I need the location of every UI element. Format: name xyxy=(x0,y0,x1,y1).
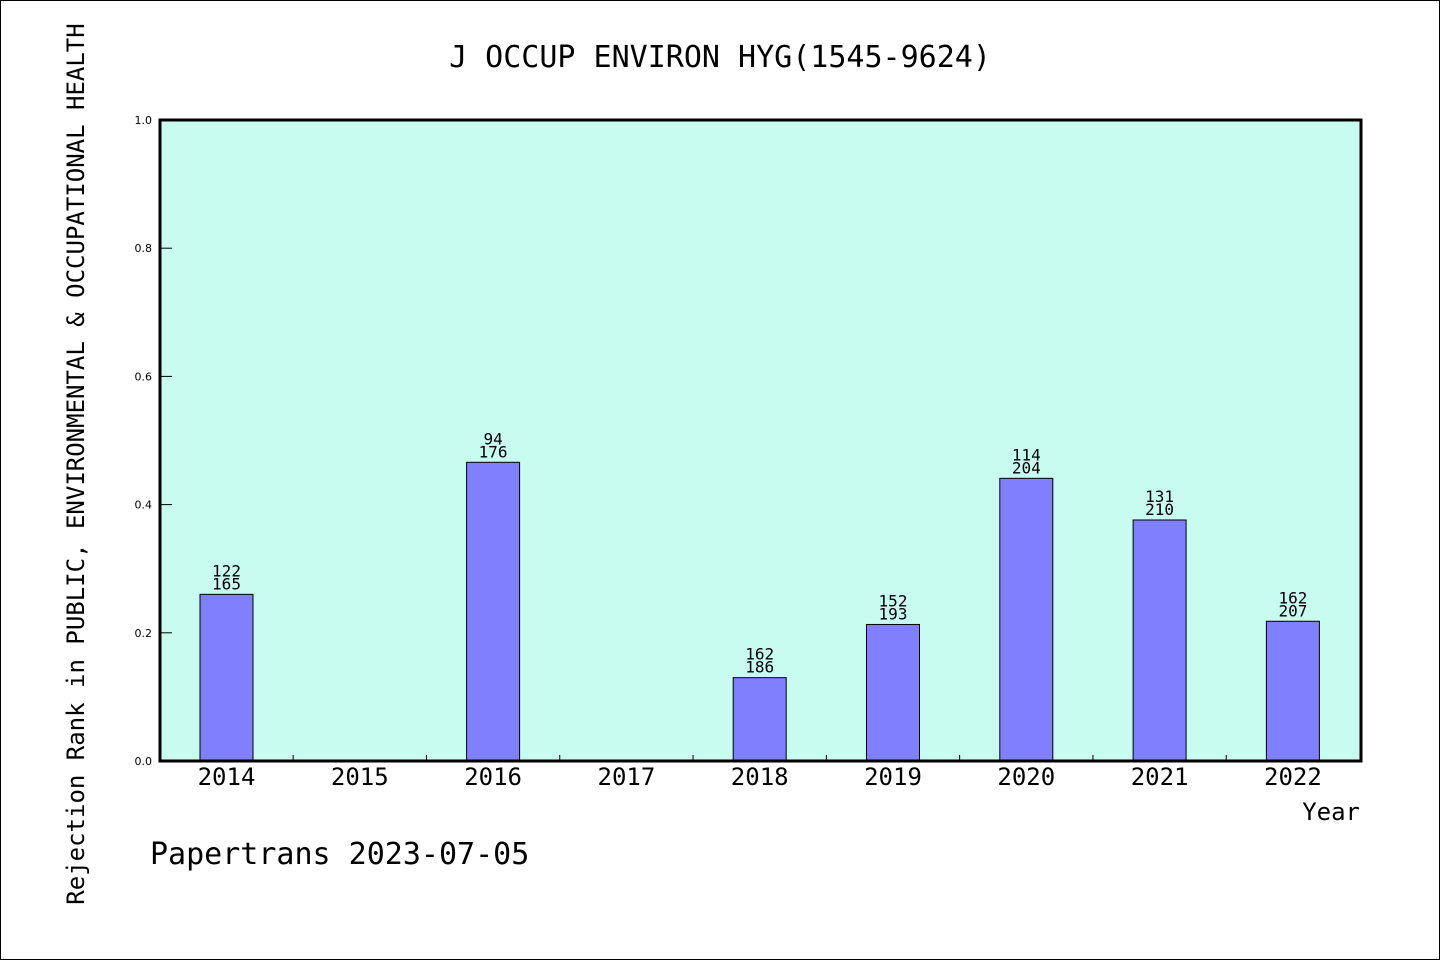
y-tick-label: 0.4 xyxy=(135,499,153,512)
x-tick-label: 2016 xyxy=(464,763,522,791)
y-tick-label: 0.2 xyxy=(135,627,153,640)
bar-total-label: 193 xyxy=(879,604,908,623)
bar-total-label: 176 xyxy=(479,442,508,461)
bar-rank-label: 122 xyxy=(212,561,241,580)
bar-rank-label: 162 xyxy=(745,645,774,664)
chart-title: J OCCUP ENVIRON HYG(1545-9624) xyxy=(449,40,991,75)
bar-total-label: 204 xyxy=(1012,458,1041,477)
y-tick-label: 0.8 xyxy=(135,242,153,255)
x-tick-label: 2019 xyxy=(864,763,922,791)
x-axis: 2014 2015 2016 2017 2018 2019 2020 2021 2022 xyxy=(198,755,1322,791)
x-tick-label: 2017 xyxy=(598,763,656,791)
bar-rank-label: 131 xyxy=(1145,487,1174,506)
y-tick-label: 0.0 xyxy=(135,755,153,768)
bars: 1221659417616218615219311420413121016220… xyxy=(199,429,1320,762)
x-axis-label: Year xyxy=(1302,798,1360,826)
bar-2016 xyxy=(466,461,521,762)
bar-total-label: 165 xyxy=(212,574,241,593)
plot-border xyxy=(158,118,1363,763)
bar-total-label: 207 xyxy=(1278,601,1307,620)
y-tick-label: 0.6 xyxy=(135,370,153,383)
bar-2014 xyxy=(199,593,254,762)
bar-total-label: 186 xyxy=(745,658,774,677)
x-tick-label: 2020 xyxy=(997,763,1055,791)
bar-rank-label: 94 xyxy=(483,429,502,448)
bar-2019 xyxy=(866,623,920,762)
bar-2020 xyxy=(999,477,1054,762)
credit-text: Papertrans 2023-07-05 xyxy=(150,837,529,872)
y-tick-label: 1.0 xyxy=(135,114,153,127)
y-axis-label: Rejection Rank in PUBLIC, ENVIRONMENTAL … xyxy=(62,23,90,904)
bar-rank-label: 162 xyxy=(1278,588,1307,607)
x-tick-label: 2021 xyxy=(1131,763,1189,791)
x-tick-label: 2015 xyxy=(331,763,389,791)
bar-rank-label: 152 xyxy=(879,591,908,610)
x-tick-label: 2018 xyxy=(731,763,789,791)
bar-2018 xyxy=(732,677,787,762)
bar-total-label: 210 xyxy=(1145,500,1174,519)
bar-2021 xyxy=(1132,519,1187,762)
x-tick-label: 2014 xyxy=(198,763,256,791)
x-tick-label: 2022 xyxy=(1264,763,1322,791)
bar-2022 xyxy=(1265,620,1320,762)
bar-rank-label: 114 xyxy=(1012,445,1041,464)
